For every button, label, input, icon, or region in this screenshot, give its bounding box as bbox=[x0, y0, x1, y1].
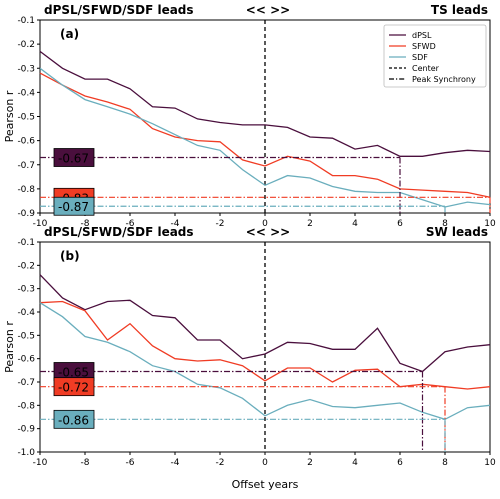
y-tick-label: -0.9 bbox=[17, 425, 35, 435]
x-tick-label: 4 bbox=[352, 458, 358, 468]
x-tick-label: -6 bbox=[126, 458, 135, 468]
x-tick-label: 10 bbox=[484, 219, 496, 229]
header-left: dPSL/SFWD/SDF leads bbox=[44, 225, 194, 239]
peak-badge-sfwd bbox=[53, 377, 95, 397]
x-tick-label: 4 bbox=[352, 219, 358, 229]
legend-entry: dPSL bbox=[412, 31, 432, 40]
peak-value-sdf: -0.87 bbox=[58, 200, 89, 214]
peak-badge-dpsl bbox=[53, 148, 95, 167]
y-tick-label: -0.7 bbox=[17, 161, 35, 171]
header-right: SW leads bbox=[426, 225, 488, 239]
header-center: << >> bbox=[246, 225, 290, 239]
panel-label: (a) bbox=[60, 27, 79, 41]
y-tick-label: -0.2 bbox=[17, 261, 35, 271]
peak-value-sdf: -0.86 bbox=[58, 413, 89, 427]
y-tick-label: -0.8 bbox=[17, 401, 35, 411]
peak-badge-sdf bbox=[53, 409, 95, 429]
y-tick-label: -0.3 bbox=[17, 285, 35, 295]
series-line-sdf bbox=[39, 67, 491, 208]
y-tick-label: -0.6 bbox=[17, 137, 35, 147]
series-line-dpsl bbox=[39, 274, 491, 373]
y-tick-label: -0.1 bbox=[17, 238, 35, 248]
x-tick-label: -6 bbox=[126, 219, 135, 229]
header-right: TS leads bbox=[431, 3, 488, 17]
x-tick-label: 2 bbox=[307, 219, 313, 229]
legend-box bbox=[383, 24, 487, 88]
series-line-sdf bbox=[39, 302, 491, 420]
peak-value-dpsl: -0.65 bbox=[58, 366, 89, 380]
series-line-sfwd bbox=[39, 300, 491, 390]
peak-value-sfwd: -0.72 bbox=[58, 381, 89, 395]
series-line-sfwd bbox=[39, 72, 491, 198]
legend-entry: SDF bbox=[412, 53, 428, 62]
chart-panel-b: dPSL/SFWD/SDF leads << >> SW leads (b) Pears… bbox=[3, 225, 496, 491]
x-tick-label: -4 bbox=[171, 219, 180, 229]
y-tick-label: -0.7 bbox=[17, 378, 35, 388]
x-tick-label: -8 bbox=[81, 458, 90, 468]
x-axis-label: Offset years bbox=[232, 478, 299, 491]
y-tick-label: -0.8 bbox=[17, 185, 35, 195]
legend-entry: Peak Synchrony bbox=[412, 75, 476, 84]
x-tick-label: -10 bbox=[33, 458, 48, 468]
legend-entry: SFWD bbox=[412, 42, 436, 51]
y-tick-label: -0.5 bbox=[17, 113, 35, 123]
chart-panel-a: dPSL/SFWD/SDF leads << >> TS leads (a) Pears… bbox=[3, 3, 496, 229]
x-tick-label: -8 bbox=[81, 219, 90, 229]
x-tick-label: 6 bbox=[397, 458, 403, 468]
x-tick-label: 2 bbox=[307, 458, 313, 468]
x-tick-label: -2 bbox=[216, 219, 225, 229]
legend-entry: Center bbox=[412, 64, 440, 73]
x-tick-label: 0 bbox=[262, 219, 268, 229]
y-tick-label: -0.2 bbox=[17, 40, 35, 50]
y-tick-label: -0.1 bbox=[17, 16, 35, 26]
x-tick-label: -4 bbox=[171, 458, 180, 468]
x-tick-label: 6 bbox=[397, 219, 403, 229]
y-tick-label: -0.9 bbox=[17, 209, 35, 219]
x-tick-label: 8 bbox=[442, 458, 448, 468]
y-tick-label: -0.5 bbox=[17, 331, 35, 341]
y-axis-label: Pearson r bbox=[3, 90, 16, 142]
panel-label: (b) bbox=[60, 249, 80, 263]
x-tick-label: 8 bbox=[442, 219, 448, 229]
x-tick-label: 10 bbox=[484, 458, 496, 468]
y-tick-label: -0.4 bbox=[17, 308, 35, 318]
x-tick-label: -2 bbox=[216, 458, 225, 468]
x-tick-label: 0 bbox=[262, 458, 268, 468]
y-axis-label: Pearson r bbox=[3, 321, 16, 373]
header-center: << >> bbox=[246, 3, 290, 17]
peak-badge-sdf bbox=[53, 196, 95, 216]
header-left: dPSL/SFWD/SDF leads bbox=[44, 3, 194, 17]
y-tick-label: -0.4 bbox=[17, 88, 35, 98]
y-tick-label: -0.3 bbox=[17, 64, 35, 74]
x-tick-label: -10 bbox=[33, 219, 48, 229]
y-tick-label: -0.6 bbox=[17, 355, 35, 365]
peak-value-dpsl: -0.67 bbox=[58, 152, 89, 166]
series-line-dpsl bbox=[39, 50, 491, 157]
y-tick-label: -1.0 bbox=[17, 448, 35, 458]
